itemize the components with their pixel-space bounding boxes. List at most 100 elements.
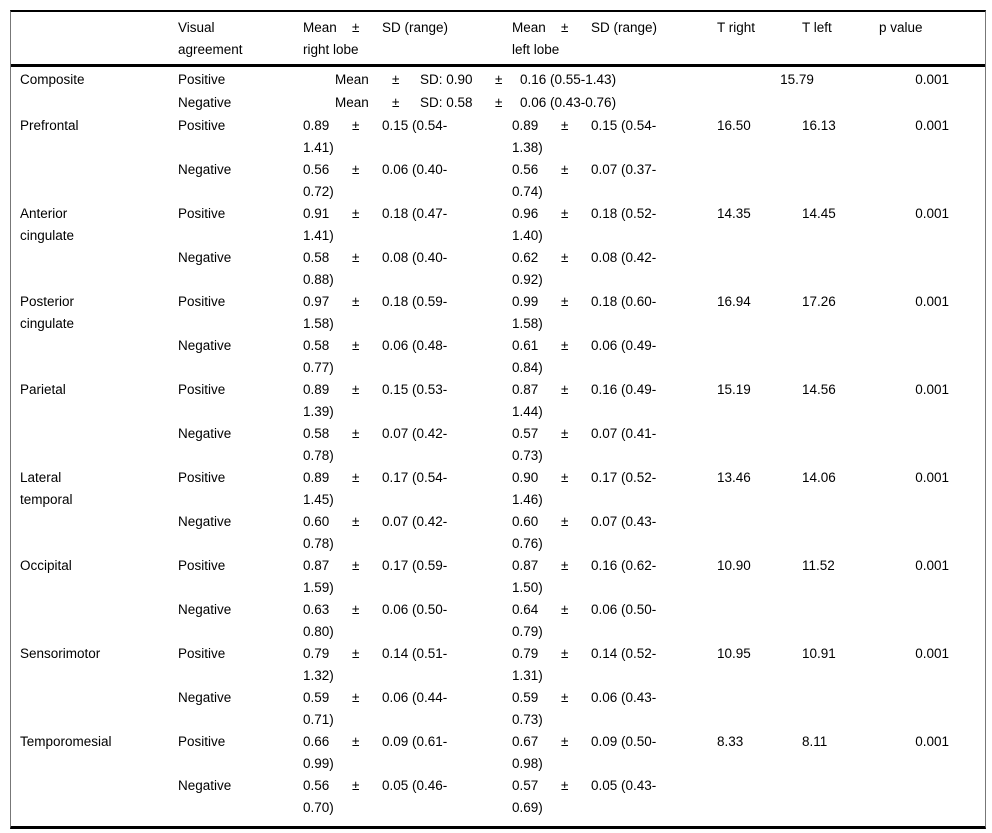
sd-range-continued: 0.69) [512,800,543,815]
t-right-cell: 16.94 [717,294,751,309]
table-subrow-positive: Positive 0.66 ± 0.09 (0.61- 0.99) 0.67 ±… [178,731,985,775]
agreement-cell: Positive [178,646,226,661]
table-subrow-negative: Negative 0.60 ± 0.07 (0.42- 0.78) 0.60 ±… [178,511,985,555]
mean-value: 0.79 [512,646,539,661]
region-label: Sensorimotor [20,646,101,661]
sd-value: SD: 0.90 [420,72,473,87]
left-lobe-cell: 0.87 ± 0.16 (0.62- 1.50) [512,555,717,599]
table-header: Visual agreement Mean ± SD (range) right… [11,12,985,67]
table-row-group: Posterior cingulate Positive 0.97 ± 0.18… [20,291,985,379]
sd-range-continued: 0.72) [303,184,334,199]
plus-minus-sign: ± [561,734,569,749]
table-subrow-negative: Negative 0.59 ± 0.06 (0.44- 0.71) 0.59 ±… [178,687,985,731]
sd-range-continued: 0.70) [303,800,334,815]
region-cell: Lateral temporal [20,467,178,511]
sd-range-continued: 1.46) [512,492,543,507]
mean-label: Mean [335,72,369,87]
left-lobe-cell: 0.61 ± 0.06 (0.49- 0.84) [512,335,717,379]
mean-value: 0.58 [303,426,330,441]
sd-range-value: 0.18 (0.52- [591,206,657,221]
region-cell: Parietal [20,379,178,401]
plus-minus-sign: ± [561,690,569,705]
p-value-cell: 0.001 [915,558,949,573]
plus-minus-sign: ± [561,162,569,177]
plus-minus-sign: ± [561,778,569,793]
group-rows: Positive 0.89 ± 0.15 (0.54- 1.41) 0.89 ±… [178,115,985,203]
plus-minus-sign: ± [561,118,569,133]
agreement-cell: Positive [178,72,226,87]
mean-value: 0.60 [303,514,330,529]
sd-range-continued: 1.59) [303,580,334,595]
left-lobe-cell: 0.56 ± 0.07 (0.37- 0.74) [512,159,717,203]
agreement-cell: Positive [178,558,226,573]
right-lobe-cell: 0.89 ± 0.15 (0.54- 1.41) [303,115,512,159]
sd-range-continued: 0.76) [512,536,543,551]
sd-range-continued: 0.98) [512,756,543,771]
plus-minus-sign: ± [352,338,360,353]
sd-value: SD: 0.58 [420,95,473,110]
plus-minus-sign: ± [495,95,503,110]
sd-range-continued: 0.80) [303,624,334,639]
left-lobe-cell: 0.87 ± 0.16 (0.49- 1.44) [512,379,717,423]
t-left-cell: 14.56 [802,382,836,397]
agreement-cell: Negative [178,602,232,617]
sd-range-continued: 0.84) [512,360,543,375]
p-value-cell: 0.001 [915,646,949,661]
sd-range-continued: 1.32) [303,668,334,683]
right-lobe-cell: 0.89 ± 0.17 (0.54- 1.45) [303,467,512,511]
spacer [303,92,335,114]
table-row-group: Occipital Positive 0.87 ± 0.17 (0.59- 1.… [20,555,985,643]
mean-value: 0.57 [512,778,539,793]
plus-minus-sign: ± [561,20,569,35]
sd-range-continued: 1.45) [303,492,334,507]
agreement-cell: Negative [178,426,232,441]
group-rows: Positive 0.89 ± 0.17 (0.54- 1.45) 0.90 ±… [178,467,985,555]
sd-range-value: 0.15 (0.53- [382,382,448,397]
sd-range-value: 0.18 (0.47- [382,206,448,221]
region-cell: Temporomesial [20,731,178,753]
t-left-cell: 14.45 [802,206,836,221]
right-lobe-cell: 0.56 ± 0.06 (0.40- 0.72) [303,159,512,203]
region-cell: Composite [20,69,178,91]
left-lobe-cell: 0.59 ± 0.06 (0.43- 0.73) [512,687,717,731]
sd-range-continued: 0.71) [303,712,334,727]
plus-minus-sign: ± [561,206,569,221]
mean-value: 0.62 [512,250,539,265]
plus-minus-sign: ± [561,250,569,265]
region-cell: Posterior cingulate [20,291,178,335]
mean-label: Mean [335,95,369,110]
group-rows: Positive 0.97 ± 0.18 (0.59- 1.58) 0.99 ±… [178,291,985,379]
sd-range-value: 0.07 (0.42- [382,514,448,529]
sd-range-value: 0.18 (0.59- [382,294,448,309]
sd-range-continued: 1.44) [512,404,543,419]
region-label: Temporomesial [20,734,112,749]
mean-value: 0.89 [303,382,330,397]
plus-minus-sign: ± [392,95,400,110]
left-lobe-cell: 0.64 ± 0.06 (0.50- 0.79) [512,599,717,643]
sd-range-continued: 0.78) [303,536,334,551]
right-lobe-cell: 0.58 ± 0.07 (0.42- 0.78) [303,423,512,467]
mean-value: 0.89 [303,470,330,485]
t-right-cell: 8.33 [717,734,744,749]
sd-range-value: 0.18 (0.60- [591,294,657,309]
sd-range-value: 0.08 (0.42- [591,250,657,265]
mean-value: 0.89 [512,118,539,133]
plus-minus-sign: ± [352,162,360,177]
group-rows: Positive 0.89 ± 0.15 (0.53- 1.39) 0.87 ±… [178,379,985,467]
right-lobe-label: right lobe [303,42,359,57]
left-lobe-cell: 0.96 ± 0.18 (0.52- 1.40) [512,203,717,247]
plus-minus-sign: ± [352,426,360,441]
region-cell: Prefrontal [20,115,178,137]
group-rows: Positive Mean ± SD: 0.90 ± 0.16 (0.55-1.… [178,69,985,115]
mean-value: 0.59 [303,690,330,705]
plus-minus-sign: ± [352,20,360,35]
plus-minus-sign: ± [352,602,360,617]
sd-range-value: 0.06 (0.48- [382,338,448,353]
plus-minus-sign: ± [561,514,569,529]
sd-range-value: 0.17 (0.59- [382,558,448,573]
region-cell: Anterior cingulate [20,203,178,247]
sd-range-value: 0.17 (0.52- [591,470,657,485]
sd-range-continued: 0.73) [512,712,543,727]
left-lobe-cell: 0.60 ± 0.07 (0.43- 0.76) [512,511,717,555]
mean-value: 0.67 [512,734,539,749]
